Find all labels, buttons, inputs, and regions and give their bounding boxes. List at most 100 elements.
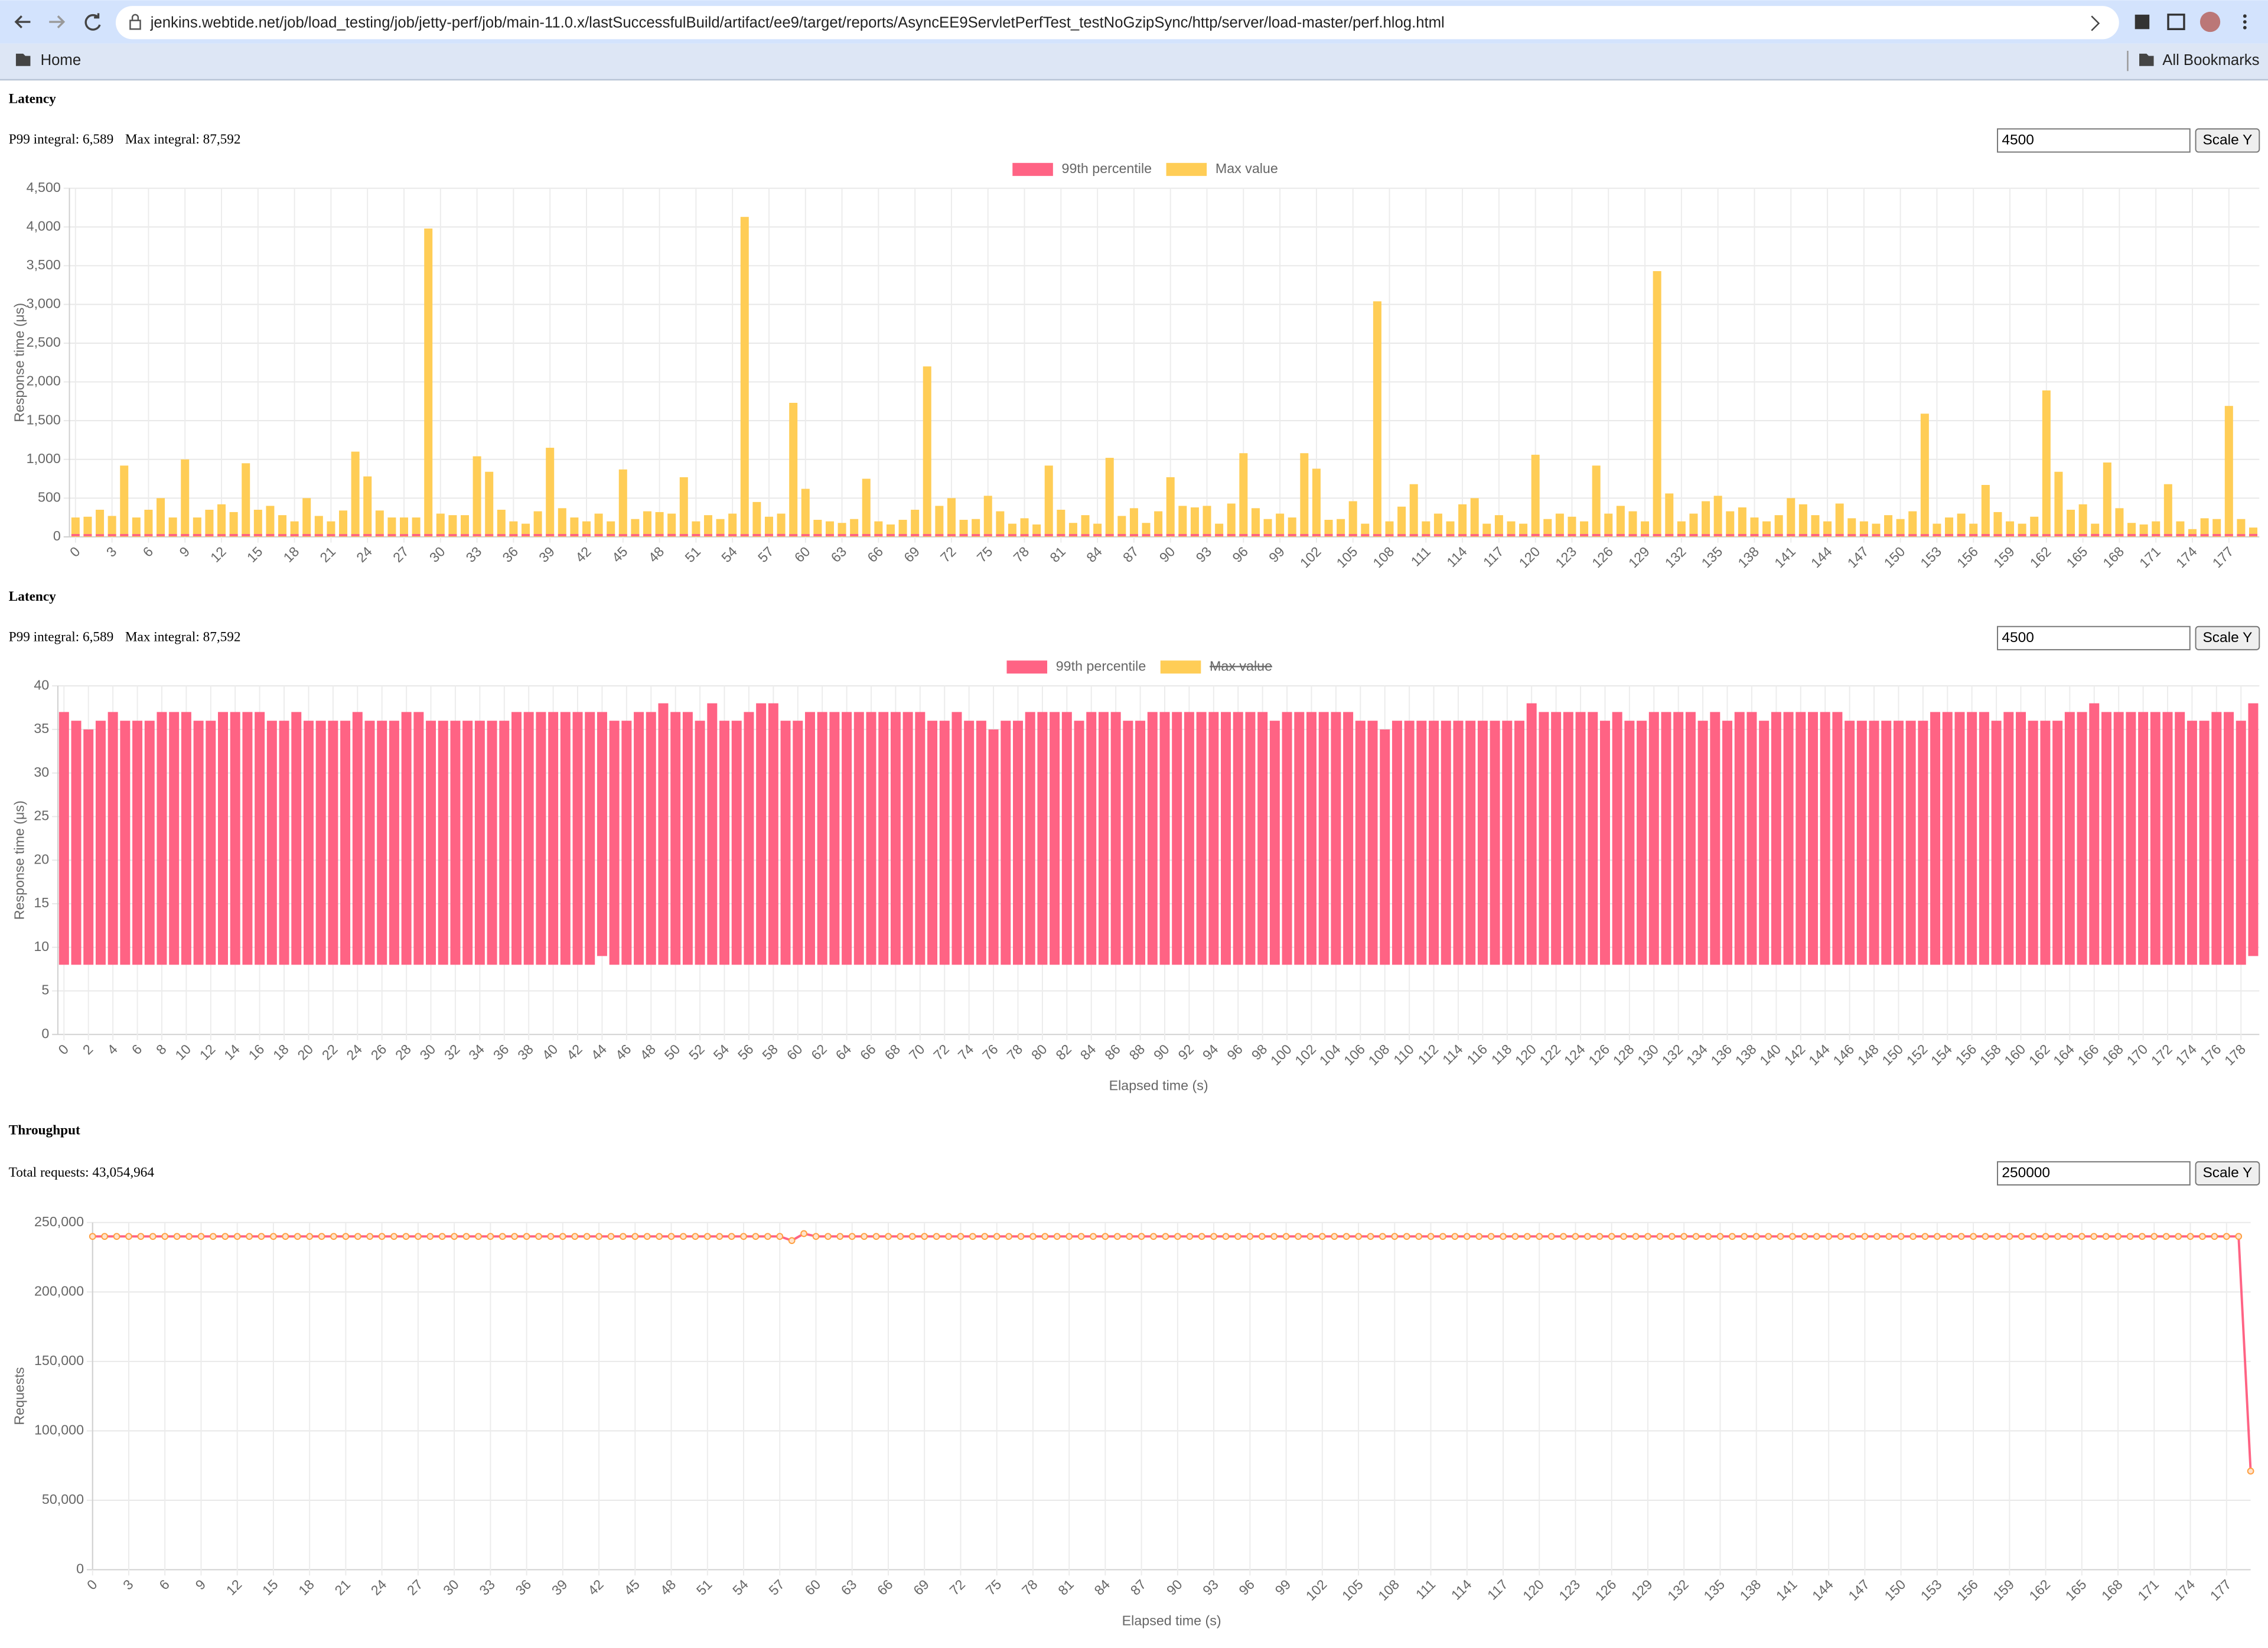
address-bar[interactable] — [115, 6, 2119, 40]
back-button[interactable] — [14, 15, 31, 29]
point — [1741, 1233, 1748, 1240]
scale-input[interactable] — [1997, 1161, 2191, 1185]
scale-input-value[interactable]: 4500 — [2002, 630, 2034, 646]
point — [1222, 1233, 1230, 1240]
point — [511, 1233, 519, 1240]
x-tick-label: 34 — [465, 1041, 487, 1063]
bar — [1555, 534, 1564, 536]
legend-label[interactable]: 99th percentile — [1056, 658, 1146, 673]
bar — [740, 534, 749, 536]
stat: P99 integral: 6,589 — [9, 132, 114, 147]
bar — [570, 517, 579, 537]
x-tick-label: 126 — [1592, 1577, 1619, 1604]
bar — [1628, 534, 1637, 536]
reload-button[interactable] — [84, 13, 101, 31]
bar — [670, 712, 681, 965]
site-info-icon[interactable] — [129, 14, 141, 30]
bar — [1025, 712, 1035, 965]
legend-swatch[interactable] — [1012, 162, 1053, 176]
x-tick-label: 150 — [1879, 1041, 1906, 1069]
bar — [1117, 534, 1126, 536]
bar — [582, 521, 591, 537]
point — [161, 1233, 169, 1240]
bar — [719, 721, 730, 965]
point — [282, 1233, 289, 1240]
scale-button-label[interactable]: Scale Y — [2202, 630, 2252, 646]
scale-button[interactable] — [2195, 128, 2260, 153]
legend-label[interactable]: Max value — [1216, 161, 1278, 176]
bar — [764, 516, 773, 537]
menu-dot[interactable] — [2243, 14, 2247, 18]
x-tick-label: 102 — [1292, 1041, 1319, 1069]
x-tick-label: 57 — [765, 1577, 787, 1598]
scale-input[interactable] — [1997, 128, 2191, 153]
bar — [58, 712, 69, 965]
bar — [546, 448, 555, 537]
legend-label[interactable]: Max value — [1210, 658, 1272, 673]
bar — [144, 509, 153, 537]
bar — [1494, 534, 1503, 536]
bar — [2103, 462, 2111, 537]
bar — [898, 534, 907, 536]
point — [692, 1233, 699, 1240]
bar — [1482, 523, 1491, 537]
bar — [838, 523, 846, 537]
point — [836, 1233, 844, 1240]
bar — [485, 471, 494, 537]
point — [1295, 1233, 1302, 1240]
point — [885, 1233, 892, 1240]
x-tick-label: 54 — [711, 1041, 732, 1063]
bar — [618, 534, 627, 536]
legend-swatch[interactable] — [1160, 660, 1201, 674]
scale-input-value[interactable]: 250000 — [2002, 1165, 2050, 1181]
bar — [327, 534, 335, 536]
side-panel-icon[interactable] — [2167, 14, 2185, 31]
legend-label[interactable]: 99th percentile — [1062, 161, 1152, 176]
scale-input-value[interactable]: 4500 — [2002, 132, 2034, 148]
bookmark[interactable]: Home — [41, 52, 82, 69]
bar — [1908, 511, 1917, 537]
bar — [1166, 477, 1175, 537]
bar — [716, 533, 725, 536]
bar — [169, 712, 180, 965]
bar — [2139, 524, 2148, 537]
bar — [1429, 721, 1439, 965]
extensions-icon[interactable] — [2135, 14, 2150, 30]
scale-input[interactable] — [1997, 626, 2191, 650]
legend-swatch[interactable] — [1166, 162, 1207, 176]
bar — [536, 712, 546, 965]
bar — [278, 534, 287, 536]
scale-button[interactable] — [2195, 626, 2260, 650]
bar — [509, 521, 518, 537]
point — [426, 1233, 434, 1240]
legend-swatch[interactable] — [1006, 660, 1048, 674]
scale-button[interactable] — [2195, 1161, 2260, 1185]
point — [246, 1233, 253, 1240]
x-tick-label: 24 — [353, 543, 375, 565]
bar — [1215, 523, 1224, 537]
bar — [1135, 721, 1146, 965]
bar — [607, 534, 615, 536]
bar — [2176, 534, 2185, 536]
bar — [1294, 712, 1305, 965]
bar — [2101, 712, 2111, 965]
x-tick-label: 129 — [1628, 1577, 1656, 1604]
url[interactable]: jenkins.webtide.net/job/load_testing/job… — [150, 14, 1445, 31]
x-tick-label: 72 — [937, 543, 959, 565]
section-title: Latency — [9, 589, 56, 604]
y-axis-title: Response time (μs) — [11, 303, 27, 422]
bar — [594, 513, 603, 537]
scale-button-label[interactable]: Scale Y — [2202, 1165, 2252, 1181]
scale-button-label[interactable]: Scale Y — [2202, 132, 2252, 148]
bar — [2054, 534, 2063, 536]
bar — [1251, 534, 1260, 536]
bookmark[interactable]: All Bookmarks — [2162, 52, 2259, 69]
point — [921, 1233, 928, 1240]
bar — [1337, 519, 1345, 537]
bookmark-star[interactable] — [2091, 15, 2100, 31]
point — [1656, 1233, 1664, 1240]
forward-button[interactable] — [49, 15, 66, 29]
bar — [1129, 534, 1138, 536]
x-tick-label: 75 — [983, 1577, 1005, 1598]
profile-avatar[interactable] — [2199, 11, 2221, 32]
